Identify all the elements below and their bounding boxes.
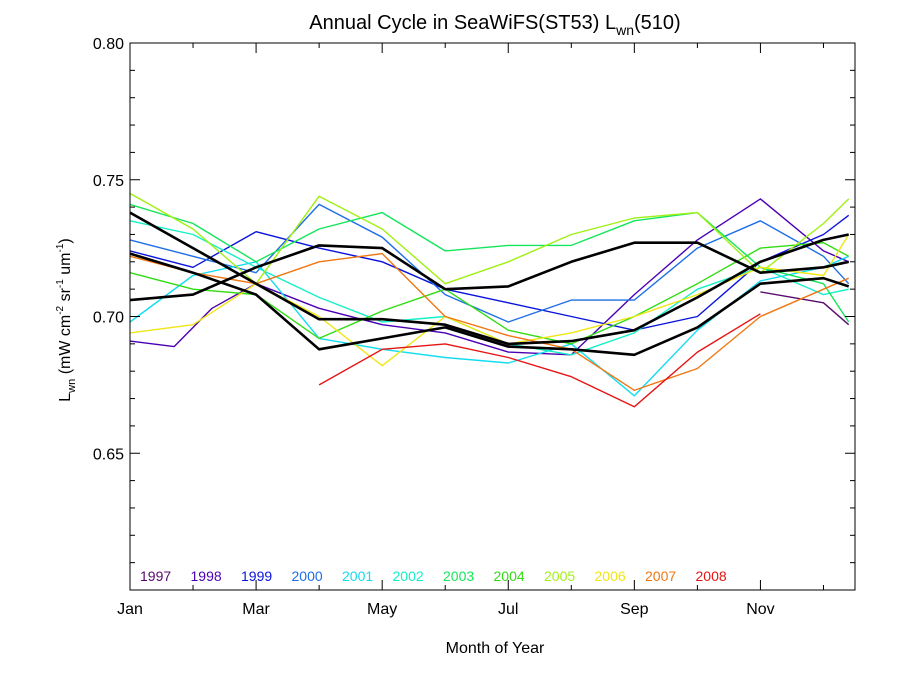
legend-entry-2006: 2006 xyxy=(595,568,626,584)
x-axis-label: Month of Year xyxy=(446,640,545,657)
chart-title-main: Annual Cycle in SeaWiFS(ST53) L xyxy=(309,12,616,34)
y-tick-label: 0.80 xyxy=(93,36,124,53)
y-axis-label-base: L xyxy=(57,393,74,402)
series-line-mean-13 xyxy=(129,241,849,302)
legend-entry-2004: 2004 xyxy=(494,568,525,584)
series-line-2000 xyxy=(129,203,850,323)
legend-entry-2002: 2002 xyxy=(393,568,424,584)
y-tick-label: 0.70 xyxy=(93,310,124,327)
legend-entry-2003: 2003 xyxy=(443,568,474,584)
legend-entry-1997: 1997 xyxy=(140,568,171,584)
legend: 1997 1998 1999 2000 2001 2002 2003 2004 2005 2006… xyxy=(140,568,727,584)
x-tick-label: Jul xyxy=(498,601,518,618)
legend-entry-1998: 1998 xyxy=(191,568,222,584)
chart-title: Annual Cycle in SeaWiFS(ST53) Lwn(510) xyxy=(309,12,680,38)
chart-title-sub: wn xyxy=(615,22,634,38)
axes: 0.65 0.70 0.75 0.80 Jan Mar May Jul Sep Nov xyxy=(93,36,856,618)
y-axis-label-sup2: -1 xyxy=(55,279,66,288)
series-line-2008 xyxy=(318,313,761,408)
legend-entry-2001: 2001 xyxy=(342,568,373,584)
series-line-mean-12 xyxy=(129,211,849,346)
y-tick-label: 0.65 xyxy=(93,446,124,463)
series-line-1997 xyxy=(760,291,850,326)
legend-entry-2000: 2000 xyxy=(292,568,323,584)
y-axis-label-units-close: ) xyxy=(57,238,74,243)
x-tick-label: Nov xyxy=(746,601,774,618)
legend-entry-2005: 2005 xyxy=(544,568,575,584)
y-axis-label-mid2: um xyxy=(57,253,74,280)
legend-entry-2007: 2007 xyxy=(645,568,676,584)
x-tick-label: Sep xyxy=(620,601,649,618)
legend-entry-2008: 2008 xyxy=(696,568,727,584)
y-axis-label-sub: wn xyxy=(66,379,78,394)
plot-frame xyxy=(129,42,856,591)
y-axis-label-sup1: -2 xyxy=(55,305,66,314)
y-tick-label: 0.75 xyxy=(93,173,124,190)
y-axis-label-mid1: sr xyxy=(57,287,74,305)
legend-entry-1999: 1999 xyxy=(241,568,272,584)
series-line-mean-14 xyxy=(129,252,850,357)
y-axis-label-units-open: (mW cm xyxy=(57,315,74,379)
y-axis-label: Lwn (mW cm-2 sr-1 um-1) xyxy=(55,238,78,401)
x-tick-label: Mar xyxy=(242,601,270,618)
series-line-2005 xyxy=(129,192,850,285)
series-layer xyxy=(129,192,850,408)
y-axis-label-sup3: -1 xyxy=(55,243,66,252)
x-tick-label: Jan xyxy=(117,601,143,618)
x-tick-label: May xyxy=(367,601,397,618)
chart-title-tail: (510) xyxy=(634,12,681,34)
series-line-1998 xyxy=(129,198,849,356)
